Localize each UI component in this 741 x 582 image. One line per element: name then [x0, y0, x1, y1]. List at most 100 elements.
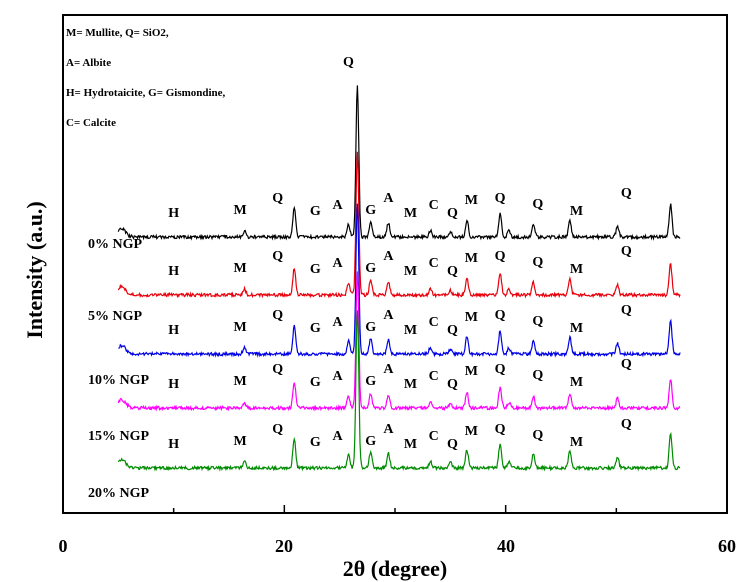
x-tick-label-40: 40 — [497, 536, 515, 556]
peak-label: Q — [495, 249, 506, 264]
peak-label: A — [383, 308, 394, 323]
peak-label: M — [233, 203, 246, 218]
series-label-3: 15% NGP — [88, 429, 150, 444]
peak-label: Q — [447, 206, 458, 221]
peak-label: Q — [621, 357, 632, 372]
peak-label: G — [365, 203, 376, 218]
legend-line-1: M= Mullite, Q= SiO2, — [66, 27, 169, 39]
peak-label: M — [465, 251, 478, 266]
peak-label: Q — [532, 368, 543, 383]
peak-label: Q — [495, 422, 506, 437]
peak-label: C — [429, 198, 439, 213]
peak-label: M — [233, 261, 246, 276]
series-line — [117, 151, 681, 299]
peak-label: G — [310, 435, 321, 450]
peak-label: H — [168, 377, 179, 392]
x-tick-label-60: 60 — [718, 536, 736, 556]
peak-label: G — [365, 320, 376, 335]
peak-label: M — [570, 375, 583, 390]
peak-label: A — [332, 429, 343, 444]
peak-label: G — [310, 262, 321, 277]
peak-label: Q — [272, 362, 283, 377]
peak-label: M — [404, 437, 417, 452]
y-axis-label: Intensity (a.u.) — [22, 201, 47, 339]
peak-label: M — [570, 435, 583, 450]
peak-label: G — [365, 261, 376, 276]
peak-label: Q — [272, 249, 283, 264]
peak-label: Q — [621, 186, 632, 201]
peak-label: A — [383, 422, 394, 437]
peak-label: A — [332, 315, 343, 330]
legend-line-3: H= Hydrotaicite, G= Gismondine, — [66, 87, 226, 99]
series-label-1: 5% NGP — [88, 309, 143, 324]
peak-label: A — [383, 362, 394, 377]
peak-label: A — [383, 249, 394, 264]
peak-label: C — [429, 315, 439, 330]
legend-line-2: A= Albite — [66, 57, 111, 69]
peak-label: C — [429, 369, 439, 384]
x-axis-label: 2θ (degree) — [343, 556, 448, 581]
series-label-2: 10% NGP — [88, 373, 150, 388]
peak-label: M — [465, 424, 478, 439]
peak-label: A — [332, 198, 343, 213]
peak-label: Q — [447, 437, 458, 452]
peak-label: G — [365, 434, 376, 449]
peak-label: H — [168, 437, 179, 452]
peak-label: M — [404, 264, 417, 279]
peak-label: M — [404, 323, 417, 338]
legend-line-4: C= Calcite — [66, 117, 116, 129]
peak-label: Q — [532, 255, 543, 270]
series-line — [117, 85, 681, 241]
peak-label: Q — [495, 362, 506, 377]
peak-label: H — [168, 323, 179, 338]
peak-label: M — [465, 364, 478, 379]
peak-label: M — [404, 206, 417, 221]
peak-label: Q — [621, 303, 632, 318]
peak-label: M — [233, 434, 246, 449]
peak-label: Q — [272, 422, 283, 437]
peak-label: H — [168, 264, 179, 279]
peak-label: Q — [447, 377, 458, 392]
x-ticks — [62, 505, 728, 513]
peak-label: Q — [532, 197, 543, 212]
peak-label: M — [233, 374, 246, 389]
peak-label: Q — [272, 191, 283, 206]
peak-label: M — [465, 193, 478, 208]
series-label-0: 0% NGP — [88, 237, 143, 252]
series-line — [118, 203, 681, 358]
peak-label: C — [429, 256, 439, 271]
peak-label: M — [233, 320, 246, 335]
peak-label: H — [168, 206, 179, 221]
traces — [117, 85, 681, 472]
series-line — [117, 271, 681, 412]
peak-label: M — [404, 377, 417, 392]
peak-label: G — [365, 374, 376, 389]
peak-label: Q — [495, 308, 506, 323]
peak-label: Q — [532, 314, 543, 329]
peak-label: Q — [621, 244, 632, 259]
x-tick-label-20: 20 — [275, 536, 293, 556]
peak-label: M — [570, 204, 583, 219]
peak-label: A — [332, 256, 343, 271]
peak-label: A — [383, 191, 394, 206]
x-tick-label-0: 0 — [59, 536, 68, 556]
legend: M= Mullite, Q= SiO2, A= Albite H= Hydrot… — [66, 27, 226, 129]
peak-label: Q — [495, 191, 506, 206]
peak-label: Q — [272, 308, 283, 323]
peak-label: Q — [532, 428, 543, 443]
peak-label: A — [332, 369, 343, 384]
peak-label: Q — [447, 264, 458, 279]
peak-label: G — [310, 204, 321, 219]
peak-label: G — [310, 321, 321, 336]
series-line — [117, 310, 681, 472]
peak-label: M — [570, 262, 583, 277]
peak-label: Q — [621, 417, 632, 432]
peak-label: C — [429, 429, 439, 444]
peak-label: M — [465, 310, 478, 325]
peak-label: Q — [343, 55, 354, 70]
peak-label: Q — [447, 323, 458, 338]
peak-label: G — [310, 375, 321, 390]
series-label-4: 20% NGP — [88, 486, 150, 501]
